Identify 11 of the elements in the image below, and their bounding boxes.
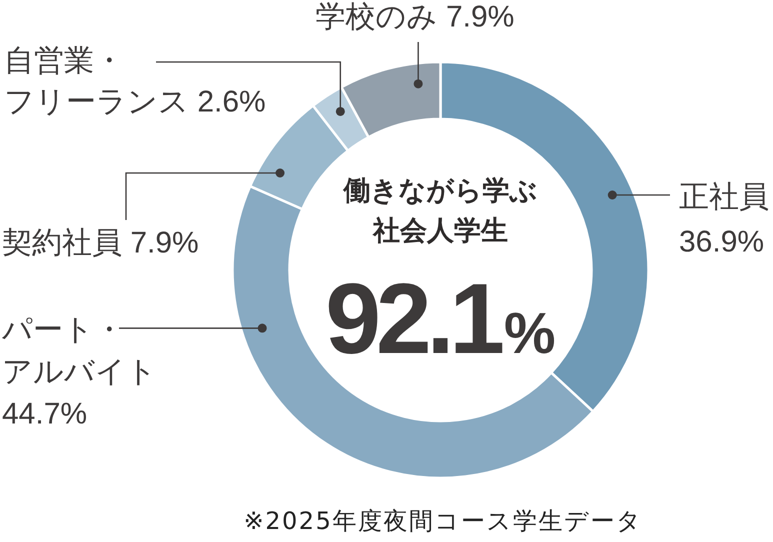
slice-label: 契約社員 7.9% [2,226,199,260]
slice-label: 学校のみ 7.9% [316,0,514,34]
text: 働きながら学ぶ [342,176,538,206]
slice-label: 自営業・フリーランス 2.6% [4,44,266,118]
slice-label: パート・アルバイト [1,314,157,388]
text: 社会人学生 [372,216,508,246]
data-label: 44.7% [2,398,88,430]
data-label: 36.9% [679,226,764,258]
slice-label: 正社員 [679,180,769,214]
text: ※2025年度夜間コース学生データ [244,507,642,535]
text: 92.1% [325,263,556,375]
